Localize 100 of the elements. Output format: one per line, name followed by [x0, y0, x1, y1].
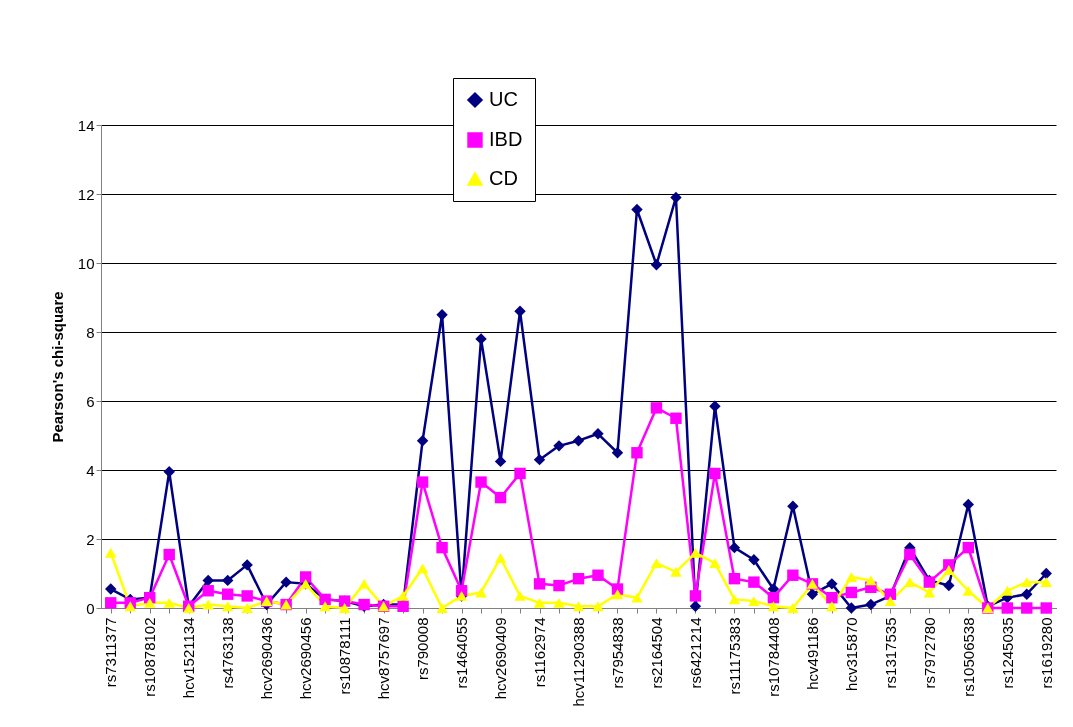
- point: [124, 601, 136, 612]
- point: [1040, 567, 1052, 580]
- x-tick-label: rs6421214: [686, 617, 704, 689]
- legend-label: UC: [489, 88, 518, 110]
- point: [105, 597, 117, 609]
- x-tick-label: rs10506538: [959, 617, 977, 697]
- point: [611, 589, 624, 600]
- point: [144, 597, 156, 608]
- point: [728, 594, 741, 605]
- point: [592, 569, 604, 581]
- x-tick-label: rs790008: [414, 617, 432, 681]
- point: [650, 558, 663, 569]
- x-tick-label: rs1317535: [881, 617, 899, 689]
- y-tick-label: 4: [86, 461, 95, 479]
- point: [748, 596, 760, 607]
- point: [787, 603, 799, 613]
- point: [416, 476, 429, 488]
- x-tick-label: rs1619280: [1037, 617, 1055, 689]
- point: [709, 558, 721, 569]
- point: [163, 597, 175, 608]
- x-tick-label: rs7972780: [920, 617, 938, 689]
- y-tick-label: 10: [77, 254, 95, 272]
- point: [494, 491, 507, 504]
- point: [826, 601, 838, 612]
- point: [105, 583, 117, 595]
- y-tick-label: 12: [77, 185, 95, 203]
- point: [670, 566, 682, 577]
- point: [592, 601, 604, 612]
- y-tick-label: 6: [86, 392, 95, 410]
- point: [1021, 577, 1033, 588]
- point: [221, 588, 234, 600]
- point: [767, 601, 780, 612]
- point: [436, 309, 448, 321]
- point: [845, 572, 858, 582]
- point: [436, 603, 448, 613]
- point: [475, 333, 487, 345]
- point: [592, 428, 604, 440]
- x-tick-label: hcv11290388: [570, 617, 587, 707]
- x-tick-label: rs10878102: [141, 617, 159, 697]
- point: [514, 305, 526, 317]
- point: [475, 476, 487, 488]
- point: [494, 553, 507, 563]
- point: [241, 590, 253, 602]
- point: [436, 541, 448, 554]
- point: [1021, 588, 1033, 600]
- x-tick-label: hcv315870: [842, 617, 860, 691]
- point: [572, 601, 585, 612]
- x-tick-label: rs4763138: [219, 617, 237, 689]
- y-axis-title: Pearson's chi-square: [48, 291, 66, 443]
- x-tick-label: rs10784408: [764, 617, 782, 697]
- point: [572, 434, 585, 447]
- point: [533, 597, 546, 608]
- point: [416, 434, 429, 447]
- x-tick-label: rs7954838: [608, 617, 626, 689]
- x-tick-label: hcv1521134: [180, 617, 198, 699]
- point: [514, 590, 526, 601]
- point: [533, 453, 546, 466]
- point: [514, 467, 526, 480]
- point: [611, 447, 624, 459]
- x-tick-label: hcv2690436: [258, 617, 276, 700]
- point: [728, 572, 741, 585]
- point: [221, 574, 234, 587]
- x-tick-label: hcv8757697: [375, 617, 393, 700]
- point: [748, 576, 760, 588]
- point: [1001, 602, 1013, 614]
- point: [553, 579, 565, 592]
- point: [787, 569, 799, 581]
- y-tick-label: 8: [86, 323, 95, 341]
- point: [845, 586, 858, 599]
- point: [475, 587, 487, 598]
- point: [709, 400, 721, 412]
- point: [650, 402, 663, 414]
- point: [572, 572, 585, 585]
- point: [1021, 602, 1033, 614]
- point: [1040, 602, 1052, 614]
- point: [904, 548, 916, 561]
- point: [865, 575, 877, 586]
- point: [806, 588, 819, 600]
- x-tick-label: rs1162974: [531, 617, 549, 688]
- point: [826, 591, 838, 604]
- point: [884, 596, 897, 607]
- point: [748, 554, 760, 566]
- point: [826, 578, 838, 590]
- x-tick-label: rs1464055: [453, 617, 471, 689]
- point: [1040, 577, 1052, 588]
- point: [962, 585, 974, 596]
- x-tick-label: rs1245035: [998, 617, 1016, 689]
- point: [670, 412, 682, 424]
- point: [397, 590, 409, 601]
- point: [358, 578, 370, 589]
- point: [1001, 585, 1013, 596]
- point: [709, 467, 721, 480]
- x-tick-label: rs10878111: [336, 617, 354, 695]
- point: [689, 590, 702, 602]
- point: [767, 591, 780, 604]
- point: [202, 585, 214, 597]
- point: [533, 578, 546, 590]
- point: [865, 598, 877, 611]
- point: [728, 541, 741, 554]
- point: [416, 563, 429, 574]
